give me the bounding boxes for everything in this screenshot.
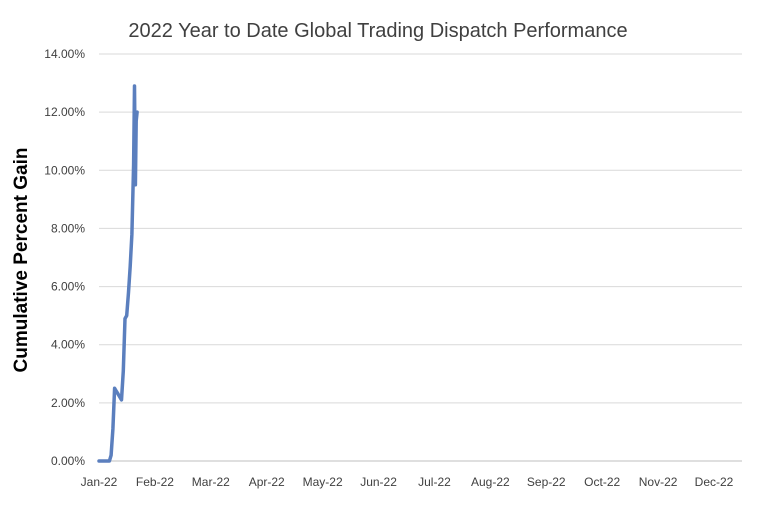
- x-tick-label: Sep-22: [527, 475, 566, 489]
- x-tick-label: May-22: [303, 475, 343, 489]
- y-tick-label: 4.00%: [51, 338, 85, 352]
- x-tick-label: Mar-22: [192, 475, 230, 489]
- y-tick-label: 12.00%: [44, 105, 85, 119]
- y-axis-ticks: 0.00% 2.00% 4.00% 6.00% 8.00% 10.00% 12.00% 14.…: [44, 47, 85, 468]
- y-tick-label: 0.00%: [51, 454, 85, 468]
- y-tick-label: 14.00%: [44, 47, 85, 61]
- series-line: [97, 84, 139, 463]
- x-axis-ticks: Jan-22 Feb-22 Mar-22 Apr-22 May-22 Jun-22 Jul-…: [81, 475, 734, 489]
- x-tick-label: Aug-22: [471, 475, 510, 489]
- y-tick-label: 6.00%: [51, 280, 85, 294]
- x-tick-label: Jan-22: [81, 475, 118, 489]
- x-tick-label: Oct-22: [584, 475, 620, 489]
- y-axis-label: Cumulative Percent Gain: [11, 148, 32, 373]
- gridlines: [99, 53, 742, 462]
- y-tick-label: 10.00%: [44, 163, 85, 177]
- x-tick-label: Dec-22: [695, 475, 734, 489]
- x-tick-label: Nov-22: [639, 475, 678, 489]
- chart-title: 2022 Year to Date Global Trading Dispatc…: [128, 20, 627, 42]
- x-tick-label: Jul-22: [418, 475, 451, 489]
- y-tick-label: 8.00%: [51, 221, 85, 235]
- series-group: [97, 84, 139, 463]
- x-tick-label: Feb-22: [136, 475, 174, 489]
- x-tick-label: Jun-22: [360, 475, 397, 489]
- y-tick-label: 2.00%: [51, 396, 85, 410]
- x-tick-label: Apr-22: [249, 475, 285, 489]
